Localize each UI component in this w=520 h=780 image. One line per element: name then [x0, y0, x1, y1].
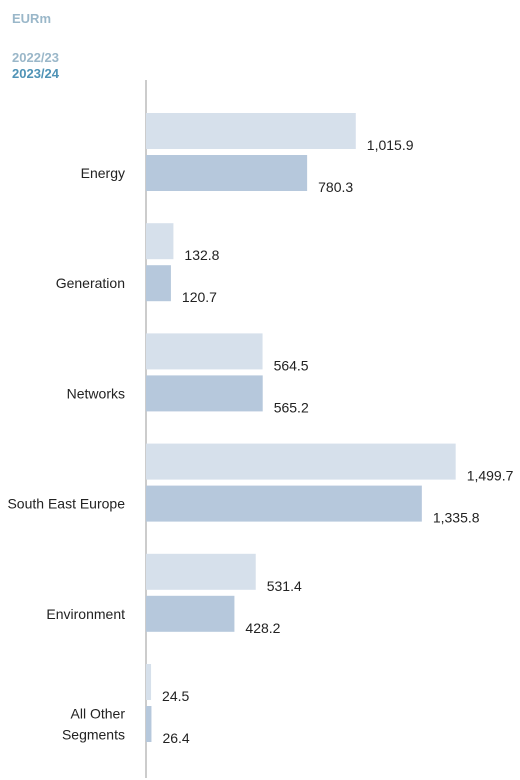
- bar-curr: [146, 595, 235, 632]
- category-label: Generation: [56, 275, 125, 291]
- category-label: Environment: [46, 606, 125, 622]
- bar-prev: [146, 113, 356, 149]
- data-label: 1,499.7: [467, 468, 514, 484]
- category-label-line: Environment: [46, 606, 125, 622]
- bar-curr: [146, 265, 171, 302]
- data-label: 26.4: [162, 730, 189, 746]
- bar-curr: [146, 375, 263, 412]
- category-label-line: Segments: [62, 727, 125, 743]
- legend-item-2022-23: 2022/23: [12, 50, 59, 65]
- category-label-line: All Other: [71, 706, 126, 722]
- data-label: 565.2: [274, 399, 309, 415]
- category-label: South East Europe: [7, 496, 125, 512]
- data-label: 531.4: [267, 578, 302, 594]
- data-label: 24.5: [162, 688, 189, 704]
- category-label: Energy: [81, 165, 125, 181]
- data-label: 1,335.8: [433, 510, 480, 526]
- bar-curr: [146, 706, 152, 742]
- bar-curr: [146, 155, 308, 191]
- category-label-line: South East Europe: [7, 496, 125, 512]
- bar-prev: [146, 664, 152, 700]
- category-label-line: Generation: [56, 275, 125, 291]
- data-label: 1,015.9: [367, 137, 414, 153]
- legend-item-2023-24: 2023/24: [12, 66, 59, 81]
- data-label: 120.7: [182, 289, 217, 305]
- bar-prev: [146, 443, 456, 480]
- category-label-line: Energy: [81, 165, 125, 181]
- unit-label: EURm: [12, 11, 52, 26]
- bar-prev: [146, 553, 256, 590]
- category-label-line: Networks: [67, 385, 125, 401]
- bar-prev: [146, 223, 174, 260]
- bar-prev: [146, 333, 263, 370]
- legend: 2022/23 2023/24: [12, 50, 59, 82]
- data-label: 780.3: [318, 179, 353, 195]
- data-label: 564.5: [274, 357, 309, 373]
- category-label: All Other Segments: [62, 706, 125, 743]
- data-label: 428.2: [245, 620, 280, 636]
- category-label: Networks: [67, 385, 125, 401]
- data-label: 132.8: [184, 247, 219, 263]
- bar-curr: [146, 485, 422, 522]
